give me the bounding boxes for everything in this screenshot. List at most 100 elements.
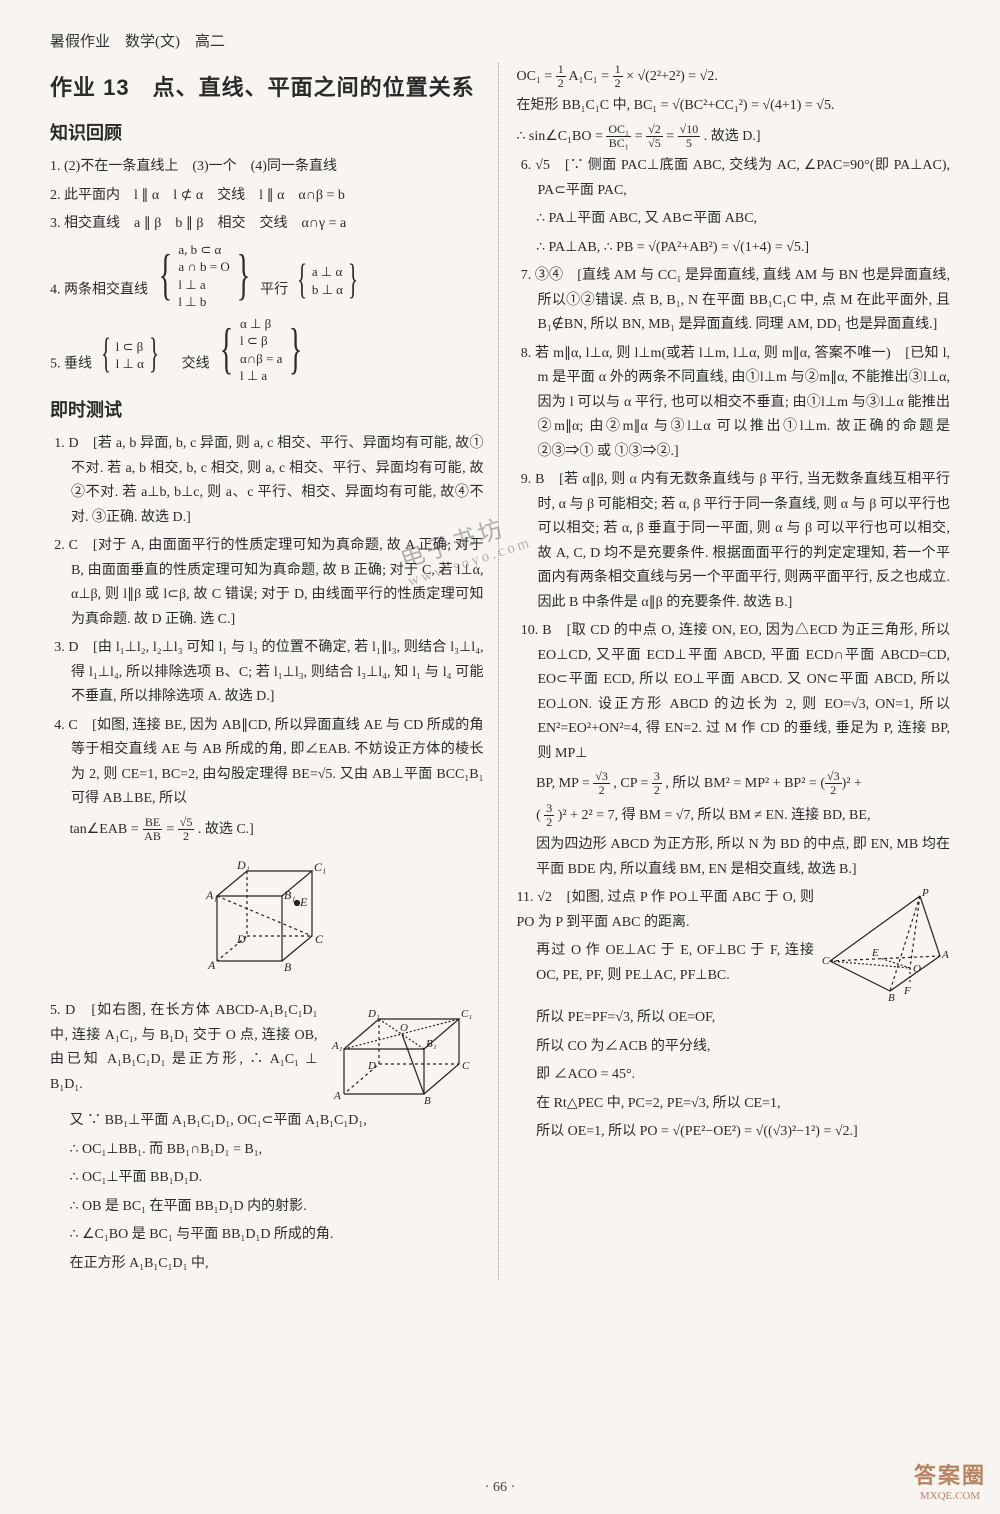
k-item-5: 5. 垂线 { l ⊂ β l ⊥ α } 交线 { α ⊥ β l ⊂ β α… xyxy=(50,315,484,385)
svg-text:C: C xyxy=(822,955,830,967)
svg-text:C: C xyxy=(315,932,324,946)
quiz-10d: 因为四边形 ABCD 为正方形, 所以 N 为 BD 的中点, 即 EN, MB… xyxy=(517,833,951,882)
q5d: ∴ OC₁⊥平面 BB₁D₁D. xyxy=(50,1166,484,1191)
q11e: 即 ∠ACO = 45°. xyxy=(517,1063,951,1088)
q5a: 5. D [如右图, 在长方体 ABCD-A₁B₁C₁D₁ 中, 连接 A₁C₁… xyxy=(50,1003,318,1092)
q10c-post: )² + 2² = 7, 得 BM = √7, 所以 BM ≠ EN. 连接 B… xyxy=(558,808,871,823)
quiz-6c: ∴ PA⊥AB, ∴ PB = √(PA²+AB²) = √(1+4) = √5… xyxy=(517,236,951,261)
r5j-post: . 故选 D.] xyxy=(704,129,761,144)
brace-right-icon: } xyxy=(348,264,358,298)
k4-c2b: b ⊥ α xyxy=(312,281,343,299)
quiz-5: AB CD A₁B₁ C₁D₁ O 5. D [如右图, 在长方体 ABCD-A… xyxy=(50,999,484,1097)
fraction: 32 xyxy=(652,770,662,797)
r5h-post: × √(2²+2²) = √2. xyxy=(626,69,718,84)
q10b-pre: BP, MP = xyxy=(536,776,590,791)
svg-text:D₁: D₁ xyxy=(367,1008,380,1020)
q5e: ∴ OB 是 BC₁ 在平面 BB₁D₁D 内的射影. xyxy=(50,1195,484,1220)
svg-text:B: B xyxy=(424,1095,431,1107)
fraction: BEAB xyxy=(142,816,163,843)
k5-c1b: l ⊥ α xyxy=(116,355,144,373)
svg-text:D₁: D₁ xyxy=(236,858,250,872)
svg-text:A: A xyxy=(207,958,216,972)
k5-c2d: l ⊥ a xyxy=(240,367,282,385)
brace-left-icon: { xyxy=(101,338,111,372)
page-header: 暑假作业 数学(文) 高二 xyxy=(50,30,950,51)
q5g: 在正方形 A₁B₁C₁D₁ 中, xyxy=(50,1252,484,1277)
quiz-1: 1. D [若 a, b 异面, b, c 异面, 则 a, c 相交、平行、异… xyxy=(50,432,484,530)
q11f: 在 Rt△PEC 中, PC=2, PE=√3, 所以 CE=1, xyxy=(517,1092,951,1117)
fraction: √105 xyxy=(678,123,701,150)
quiz-10a: 10. B [取 CD 的中点 O, 连接 ON, EO, 因为△ECD 为正三… xyxy=(517,619,951,766)
r5j-pre: ∴ sin∠C₁BO = xyxy=(517,129,603,144)
r5h-pre: OC₁ = xyxy=(517,69,553,84)
svg-text:P: P xyxy=(921,887,929,899)
page-number: · 66 · xyxy=(0,1480,1000,1496)
k4-mid: 平行 xyxy=(260,282,288,297)
q5b: 又 ∵ BB₁⊥平面 A₁B₁C₁D₁, OC₁⊂平面 A₁B₁C₁D₁, xyxy=(50,1109,484,1134)
k5-c1a: l ⊂ β xyxy=(116,338,144,356)
svg-text:B: B xyxy=(284,960,292,974)
k5-c2c: α∩β = a xyxy=(240,350,282,368)
k4-brace-2: { a ⊥ α b ⊥ α } xyxy=(292,263,363,298)
quiz-9: 9. B [若 α∥β, 则 α 内有无数条直线与 β 平行, 当无数条直线互相… xyxy=(517,468,951,615)
fraction: √52 xyxy=(178,816,195,843)
quiz-10c: ( 32 )² + 2² = 7, 得 BM = √7, 所以 BM ≠ EN.… xyxy=(517,802,951,829)
fraction: 12 xyxy=(556,63,566,90)
r5h: OC₁ = 12 A₁C₁ = 12 × √(2²+2²) = √2. xyxy=(517,63,951,90)
q4b-pre: tan∠EAB = xyxy=(70,822,139,837)
q11d: 所以 CO 为∠ACB 的平分线, xyxy=(517,1035,951,1060)
k4-c2a: a ⊥ α xyxy=(312,263,343,281)
quiz-4a: 4. C [如图, 连接 BE, 因为 AB∥CD, 所以异面直线 AE 与 C… xyxy=(50,714,484,812)
svg-text:D: D xyxy=(367,1060,376,1072)
r5j: ∴ sin∠C₁BO = OC₁BC₁ = √2√5 = √105 . 故选 D… xyxy=(517,123,951,150)
brace-left-icon: { xyxy=(158,253,171,298)
quiz-6b: ∴ PA⊥平面 ABC, 又 AB⊂平面 ABC, xyxy=(517,207,951,232)
brace-right-icon: } xyxy=(237,253,250,298)
svg-text:E: E xyxy=(299,895,308,909)
k4-c1a: a, b ⊂ α xyxy=(178,241,229,259)
k5-label: 5. 垂线 xyxy=(50,356,92,371)
q10b-mid1: , CP = xyxy=(613,776,648,791)
page: 暑假作业 数学(文) 高二 作业 13 点、直线、平面之间的位置关系 知识回顾 … xyxy=(0,0,1000,1514)
fraction: 12 xyxy=(613,63,623,90)
k5-c2a: α ⊥ β xyxy=(240,315,282,333)
q5c: ∴ OC₁⊥BB₁. 而 BB₁∩B₁D₁ = B₁, xyxy=(50,1138,484,1163)
k4-c1d: l ⊥ b xyxy=(178,293,229,311)
site-logo: 答案圈 MXQE.COM xyxy=(914,1458,986,1502)
section-knowledge-review: 知识回顾 xyxy=(50,118,484,150)
svg-text:A₁: A₁ xyxy=(205,888,218,902)
quiz-7: 7. ③④ [直线 AM 与 CC₁ 是异面直线, 直线 AM 与 BN 也是异… xyxy=(517,264,951,338)
fraction: OC₁BC₁ xyxy=(606,123,631,150)
q11a: 11. √2 [如图, 过点 P 作 PO⊥平面 ABC 于 O, 则 PO 为… xyxy=(517,890,815,930)
quiz-4b: tan∠EAB = BEAB = √52 . 故选 C.] xyxy=(50,816,484,843)
quiz-6a: 6. √5 [∵ 侧面 PAC⊥底面 ABC, 交线为 AC, ∠PAC=90°… xyxy=(517,154,951,203)
brace-left-icon: { xyxy=(220,327,233,372)
brace-right-icon: } xyxy=(289,327,302,372)
fraction: 32 xyxy=(544,802,554,829)
k4-c1c: l ⊥ a xyxy=(178,276,229,294)
k5-brace-2: { α ⊥ β l ⊂ β α∩β = a l ⊥ a } xyxy=(213,315,309,385)
column-right: OC₁ = 12 A₁C₁ = 12 × √(2²+2²) = √2. 在矩形 … xyxy=(517,63,951,1280)
brace-left-icon: { xyxy=(297,264,307,298)
q11g: 所以 OE=1, 所以 PO = √(PE²−OE²) = √((√3)²−1²… xyxy=(517,1120,951,1145)
figure-cube: A₁B₁ C₁D₁ AB CD E xyxy=(50,851,484,991)
fraction: √32 xyxy=(593,770,610,797)
logo-small: MXQE.COM xyxy=(914,1490,986,1502)
column-left: 作业 13 点、直线、平面之间的位置关系 知识回顾 1. (2)不在一条直线上 … xyxy=(50,63,499,1280)
brace-right-icon: } xyxy=(149,338,159,372)
svg-text:A: A xyxy=(333,1090,341,1102)
svg-text:E: E xyxy=(871,947,879,959)
svg-text:B₁: B₁ xyxy=(426,1038,437,1050)
quiz-11: P A B C O E F 11. √2 [如图, 过点 P 作 PO⊥平面 A… xyxy=(517,886,951,935)
quiz-8: 8. 若 m∥α, l⊥α, 则 l⊥m(或若 l⊥m, l⊥α, 则 m∥α,… xyxy=(517,342,951,465)
figure-cuboid: AB CD A₁B₁ C₁D₁ O xyxy=(324,999,484,1109)
k4-c1b: a ∩ b = O xyxy=(178,258,229,276)
fraction: √2√5 xyxy=(646,123,663,150)
svg-text:F: F xyxy=(903,985,911,997)
svg-text:A: A xyxy=(941,949,949,961)
logo-big: 答案圈 xyxy=(914,1458,986,1490)
svg-text:C: C xyxy=(462,1060,470,1072)
k5-brace-1: { l ⊂ β l ⊥ α } xyxy=(96,338,165,373)
svg-text:C₁: C₁ xyxy=(461,1008,472,1020)
r5i: 在矩形 BB₁C₁C 中, BC₁ = √(BC²+CC₁²) = √(4+1)… xyxy=(517,94,951,119)
